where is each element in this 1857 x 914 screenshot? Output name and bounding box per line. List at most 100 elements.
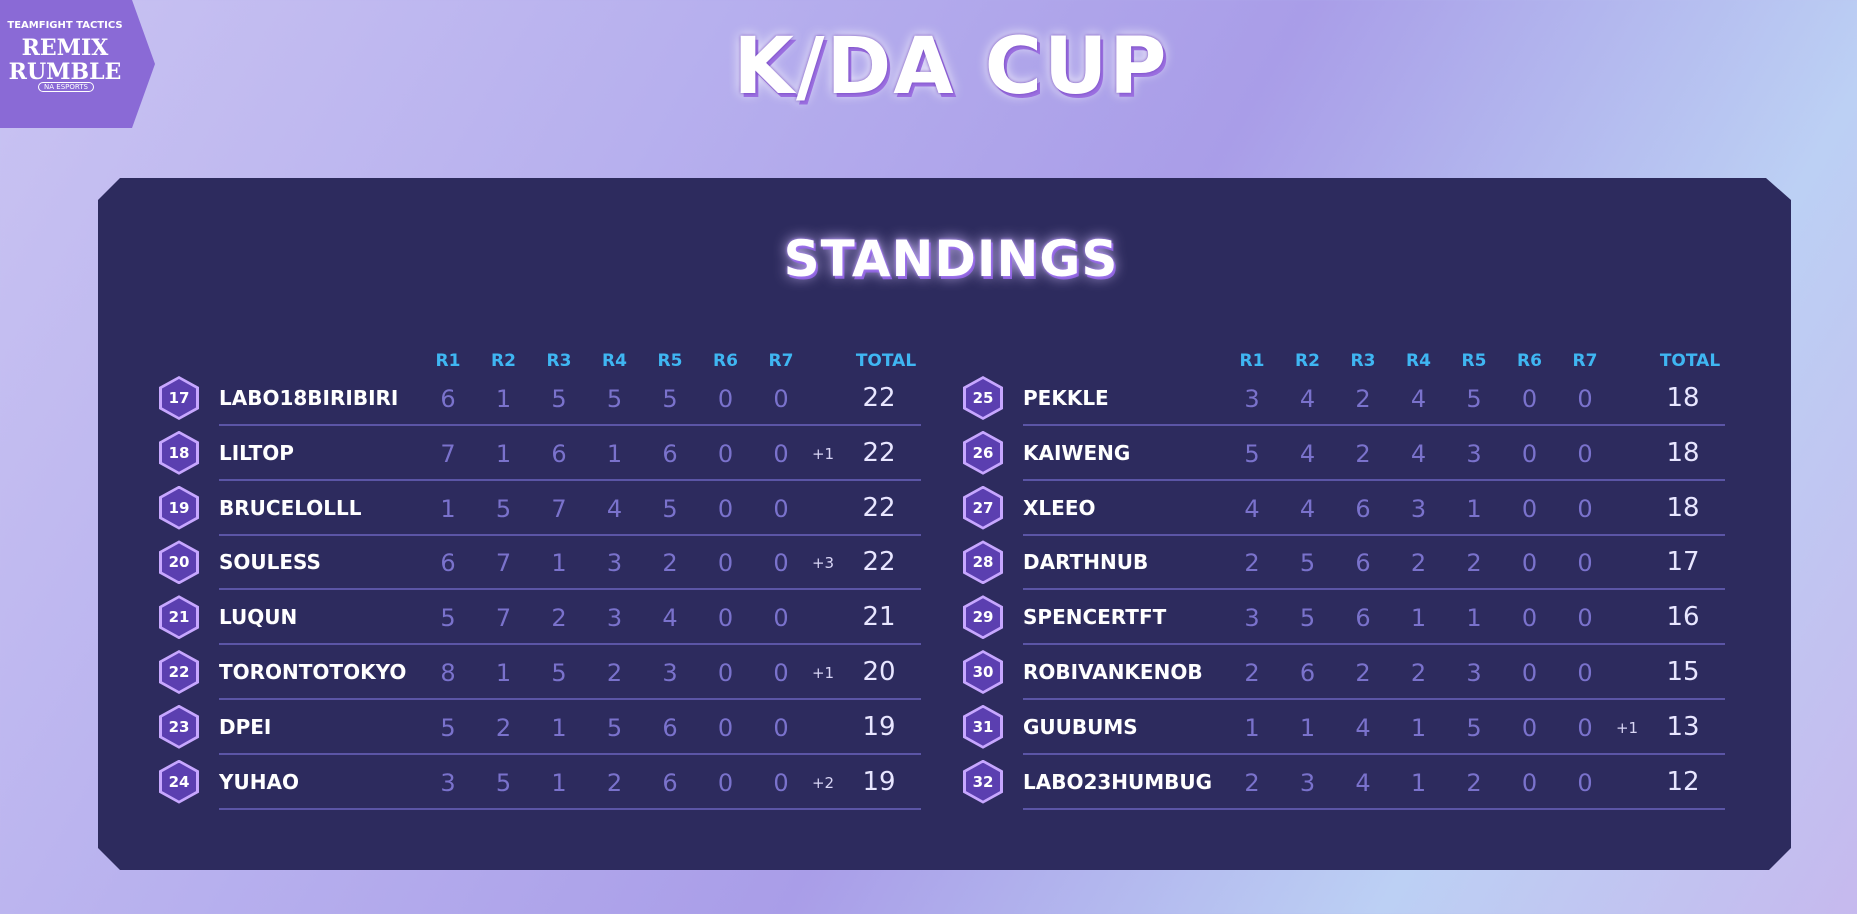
round-placement: 0 [717,549,734,578]
round-placement: 3 [1244,604,1260,633]
round-placement: 0 [773,768,789,797]
column-header: R3 [1350,351,1376,371]
round-placement: 0 [773,604,789,633]
round-placement: 0 [1577,494,1593,523]
total-points: 16 [1666,602,1700,633]
round-placement: 1 [495,385,512,413]
round-placement: 7 [551,494,567,523]
row-divider [1023,478,1725,481]
total-points: 18 [1666,492,1700,523]
column-header: TOTAL [855,351,917,371]
round-placement: 5 [440,604,456,633]
row-divider [1023,643,1725,646]
row-divider [219,807,921,810]
total-points: 20 [862,657,896,687]
player-name: ROBIVANKENOB [1023,660,1203,684]
total-points: 18 [1666,383,1700,413]
row-divider [219,533,921,536]
round-placement: 4 [1244,494,1260,523]
round-placement: 5 [551,659,567,687]
total-points: 22 [862,547,896,578]
round-placement: 2 [1244,768,1260,797]
standings-heading: STANDINGS [783,230,1119,288]
round-placement: 3 [1244,385,1260,413]
round-placement: 2 [1355,659,1371,687]
row-divider [1023,752,1725,755]
round-placement: 2 [495,713,512,742]
round-placement: 0 [1521,604,1538,633]
round-placement: 2 [662,549,678,578]
round-placement: 6 [440,549,456,578]
round-placement: 3 [606,604,623,633]
logo-line: REMIX RUMBLE [8,35,122,85]
rank: 27 [966,488,1000,527]
rank: 23 [162,707,196,746]
player-name: XLEEO [1023,495,1096,520]
round-placement: 0 [1577,439,1593,468]
event-logo: TEAMFIGHT TACTICS REMIX RUMBLE NA ESPORT… [0,0,155,128]
round-placement: 6 [1355,549,1371,578]
column-header: R5 [657,351,683,371]
round-placement: 2 [1244,659,1260,687]
player-name: SPENCERTFT [1023,605,1167,630]
round-placement: 2 [606,768,623,797]
round-placement: 1 [1410,768,1427,797]
column-header: TOTAL [1659,351,1721,371]
logo-line: TEAMFIGHT TACTICS [7,20,123,31]
row-divider [219,698,921,700]
player-name: TORONTOTOKYO [219,660,407,684]
row-divider [1023,698,1725,700]
round-placement: 0 [773,659,789,687]
bonus-points: +1 [811,664,835,682]
column-header: R1 [1239,351,1265,371]
round-placement: 0 [1521,494,1538,523]
round-placement: 1 [495,659,512,687]
round-placement: 6 [1299,659,1316,687]
rank: 22 [162,653,196,691]
total-points: 18 [1666,437,1700,468]
rank: 24 [162,762,196,801]
round-placement: 0 [717,768,734,797]
round-placement: 0 [717,659,734,687]
round-placement: 7 [440,439,456,468]
round-placement: 6 [1355,604,1371,633]
round-placement: 6 [662,713,678,742]
column-header: R7 [768,351,794,371]
round-placement: 2 [1244,549,1260,578]
rank: 32 [966,762,1000,801]
round-placement: 1 [495,439,512,468]
player-name: LUQUN [219,605,298,630]
round-placement: 5 [1244,439,1260,468]
rank-badge: 26 [963,430,1003,475]
column-header: R4 [602,351,627,371]
round-placement: 0 [773,439,789,468]
column-header: R7 [1572,351,1598,371]
rank: 29 [966,598,1000,637]
round-placement: 4 [662,604,678,633]
player-name: YUHAO [219,769,299,794]
round-placement: 6 [551,439,567,468]
rank: 30 [966,653,1000,691]
round-placement: 4 [1299,385,1316,413]
bonus-points: +2 [811,773,835,792]
round-placement: 0 [1577,604,1593,633]
rank: 26 [966,433,1000,472]
round-placement: 4 [1410,385,1427,413]
row-divider [1023,533,1725,536]
round-placement: 6 [662,439,678,468]
player-name: KAIWENG [1023,440,1131,465]
round-placement: 0 [717,385,734,413]
row-divider [1023,588,1725,591]
player-name: LABO23HUMBUG [1023,769,1213,794]
round-placement: 0 [1577,659,1593,687]
round-placement: 0 [1577,768,1593,797]
round-placement: 2 [1355,439,1371,468]
logo-line: NA ESPORTS [38,82,94,92]
round-placement: 6 [662,768,678,797]
round-placement: 1 [1410,713,1427,742]
total-points: 13 [1666,711,1700,742]
total-points: 21 [862,602,896,633]
round-placement: 4 [1355,768,1371,797]
round-placement: 1 [1410,604,1427,633]
